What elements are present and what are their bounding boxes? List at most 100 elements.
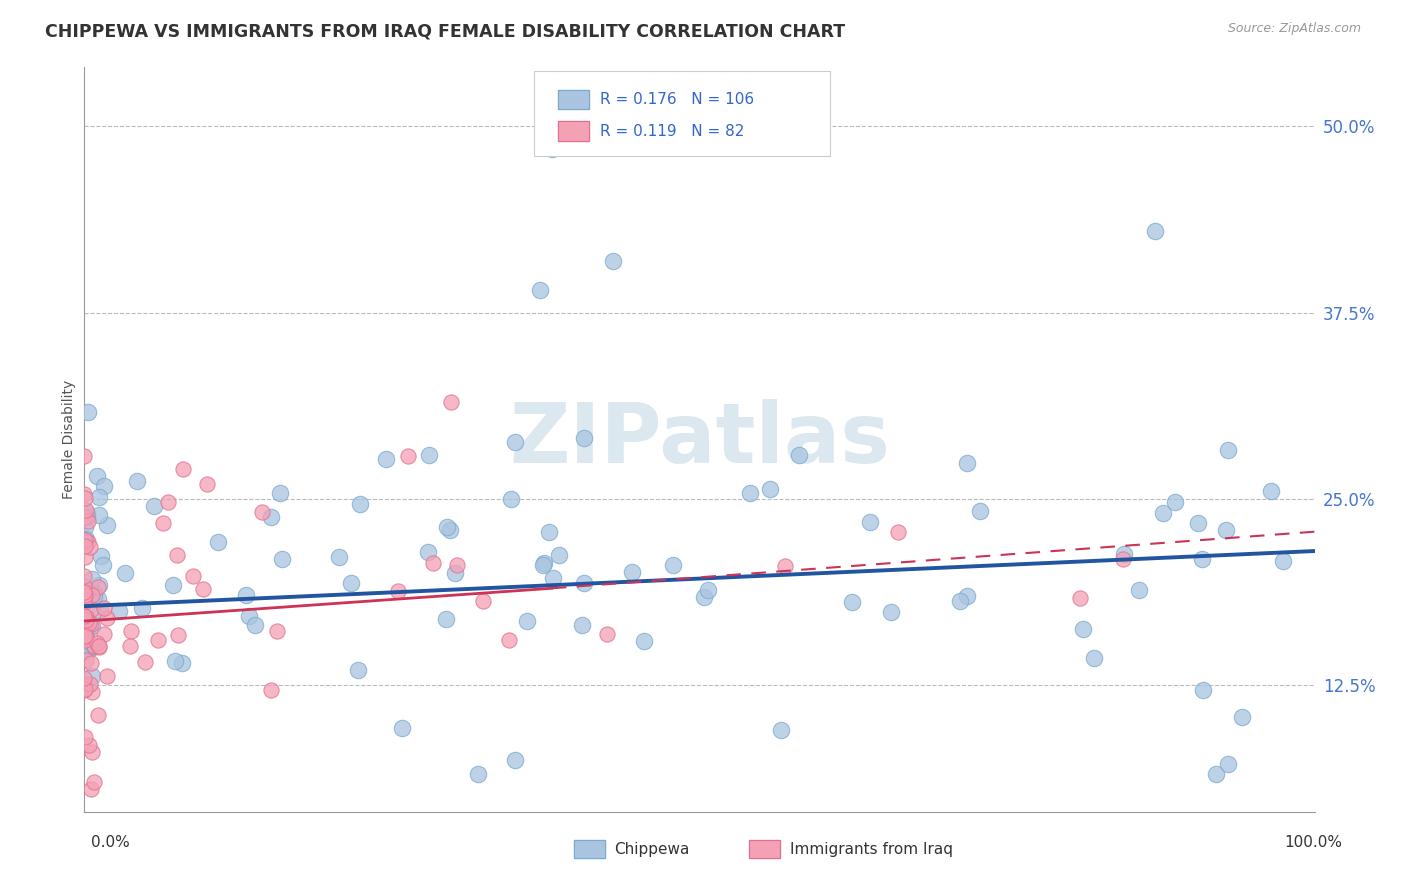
Point [87,640,110,654]
Point [328,550,350,565]
Point [118,639,141,653]
Point [73,632,96,647]
Point [152,516,174,531]
Point [143,499,166,513]
Point [260,509,283,524]
Point [134,655,156,669]
Point [387,583,409,598]
Point [693,590,716,604]
Point [75,653,97,667]
Point [73,629,96,643]
Point [120,624,142,639]
Point [880,606,903,620]
Point [73,630,96,644]
Point [89,603,111,617]
Point [1152,507,1174,521]
Point [73,569,96,583]
Point [157,495,180,509]
Point [770,723,793,738]
Point [80,588,103,602]
Point [73,579,96,593]
Point [79,677,101,691]
Point [547,548,569,562]
Point [207,535,229,549]
Text: Chippewa: Chippewa [614,842,690,856]
Point [75,503,97,517]
Point [243,618,266,632]
Point [73,594,96,608]
Point [949,594,972,608]
Point [91,558,114,573]
Point [86,592,108,607]
Point [440,394,463,409]
Point [76,624,98,638]
Point [516,614,538,628]
Point [73,609,96,624]
Point [1271,554,1294,568]
Text: ZIPatlas: ZIPatlas [509,399,890,480]
Point [260,682,283,697]
Point [193,582,215,596]
Point [80,617,103,632]
Point [73,682,96,697]
Point [82,618,104,632]
Point [87,640,110,655]
Point [73,622,96,636]
Point [1191,552,1213,566]
Point [76,405,98,419]
Point [1218,757,1240,772]
Point [956,456,979,470]
Point [87,508,110,522]
Point [75,595,97,609]
Point [80,656,103,670]
Point [773,559,796,574]
Point [1205,767,1227,781]
Point [416,545,439,559]
Text: CHIPPEWA VS IMMIGRANTS FROM IRAQ FEMALE DISABILITY CORRELATION CHART: CHIPPEWA VS IMMIGRANTS FROM IRAQ FEMALE … [45,22,845,40]
Point [86,707,108,722]
Point [75,532,97,546]
Point [697,583,720,598]
Point [172,462,194,476]
Point [73,730,96,744]
Text: Source: ZipAtlas.com: Source: ZipAtlas.com [1227,22,1361,36]
Point [956,589,979,603]
Text: 100.0%: 100.0% [1285,836,1343,850]
Point [73,533,96,547]
Point [446,558,468,573]
Point [1215,524,1237,538]
Point [93,627,115,641]
Text: 0.0%: 0.0% [91,836,131,850]
Point [73,590,96,604]
Point [1191,683,1213,698]
Point [76,509,98,524]
Point [439,523,461,537]
Point [79,641,101,656]
Point [80,745,103,759]
Point [166,548,188,562]
Point [472,594,495,608]
Point [841,595,863,609]
Point [89,490,111,504]
Point [503,753,526,767]
Point [77,534,100,549]
Point [76,585,98,599]
Point [87,580,110,594]
Point [349,497,371,511]
Point [467,767,489,781]
Point [1069,591,1091,605]
Point [859,515,882,529]
Point [1128,582,1150,597]
Point [340,575,363,590]
Point [422,556,444,570]
Point [83,775,105,789]
Point [1083,651,1105,665]
Point [1187,516,1209,531]
Point [759,482,782,496]
Point [93,601,115,615]
Point [90,549,112,563]
Point [498,632,520,647]
Point [96,517,118,532]
Point [1143,224,1166,238]
Point [162,578,184,592]
